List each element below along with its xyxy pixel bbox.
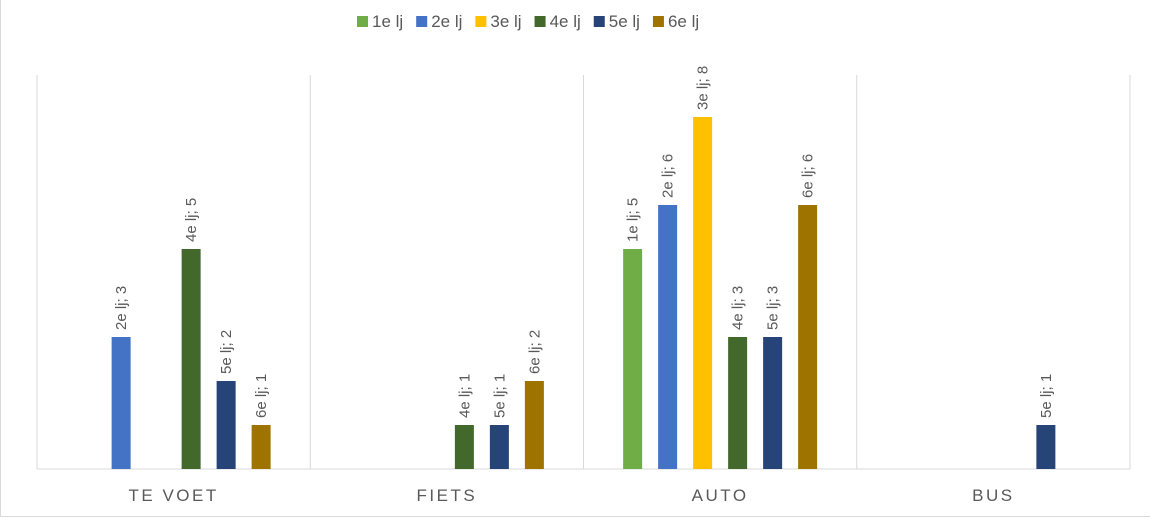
- data-label: 6e lj; 1: [253, 374, 270, 418]
- data-label: 5e lj; 3: [765, 286, 782, 330]
- data-label: 5e lj; 1: [1038, 374, 1055, 418]
- legend-label: 3e lj: [490, 12, 521, 31]
- data-label: 4e lj; 3: [730, 286, 747, 330]
- bar: [763, 337, 783, 469]
- legend: 1e lj 2e lj 3e lj 4e lj 5e lj 6e lj: [357, 12, 699, 31]
- category-label: FIETS: [417, 486, 478, 505]
- bar: [623, 249, 643, 469]
- bar: [181, 249, 201, 469]
- data-labels: 2e lj; 3 4e lj; 5 5e lj; 2 6e lj; 1 4e lj; 1…: [113, 66, 1055, 418]
- legend-swatch: [416, 16, 428, 27]
- data-label: 4e lj; 1: [456, 374, 473, 418]
- data-label: 1e lj; 5: [625, 198, 642, 242]
- legend-label: 6e lj: [668, 12, 699, 31]
- data-label: 5e lj; 2: [218, 330, 235, 374]
- legend-label: 4e lj: [550, 12, 581, 31]
- legend-label: 1e lj: [372, 12, 403, 31]
- legend-swatch: [534, 16, 546, 27]
- data-label: 5e lj; 1: [491, 374, 508, 418]
- data-label: 3e lj; 8: [695, 66, 712, 110]
- data-label: 2e lj; 3: [113, 286, 130, 330]
- bar: [111, 337, 131, 469]
- data-label: 6e lj; 6: [800, 154, 817, 198]
- legend-label: 5e lj: [609, 12, 640, 31]
- bar: [216, 381, 236, 469]
- bar: [251, 425, 271, 469]
- category-label: TE VOET: [129, 486, 219, 505]
- bar: [658, 205, 678, 469]
- category-label: AUTO: [692, 486, 749, 505]
- bar: [454, 425, 474, 469]
- legend-swatch: [357, 16, 368, 27]
- bar: [524, 381, 544, 469]
- category-labels: TE VOET FIETS AUTO BUS: [129, 486, 1014, 505]
- bar: [728, 337, 748, 469]
- category-label: BUS: [972, 486, 1014, 505]
- data-label: 4e lj; 5: [183, 198, 200, 242]
- bar: [798, 205, 818, 469]
- data-label: 2e lj; 6: [660, 154, 677, 198]
- legend-swatch: [593, 16, 605, 27]
- bar: [489, 425, 509, 469]
- legend-swatch: [652, 16, 664, 27]
- data-label: 6e lj; 2: [526, 330, 543, 374]
- bar: [1036, 425, 1056, 469]
- legend-swatch: [475, 16, 487, 27]
- bars: [111, 117, 1056, 469]
- category-gridlines: [36, 75, 1131, 470]
- bar: [693, 117, 713, 469]
- legend-label: 2e lj: [431, 12, 462, 31]
